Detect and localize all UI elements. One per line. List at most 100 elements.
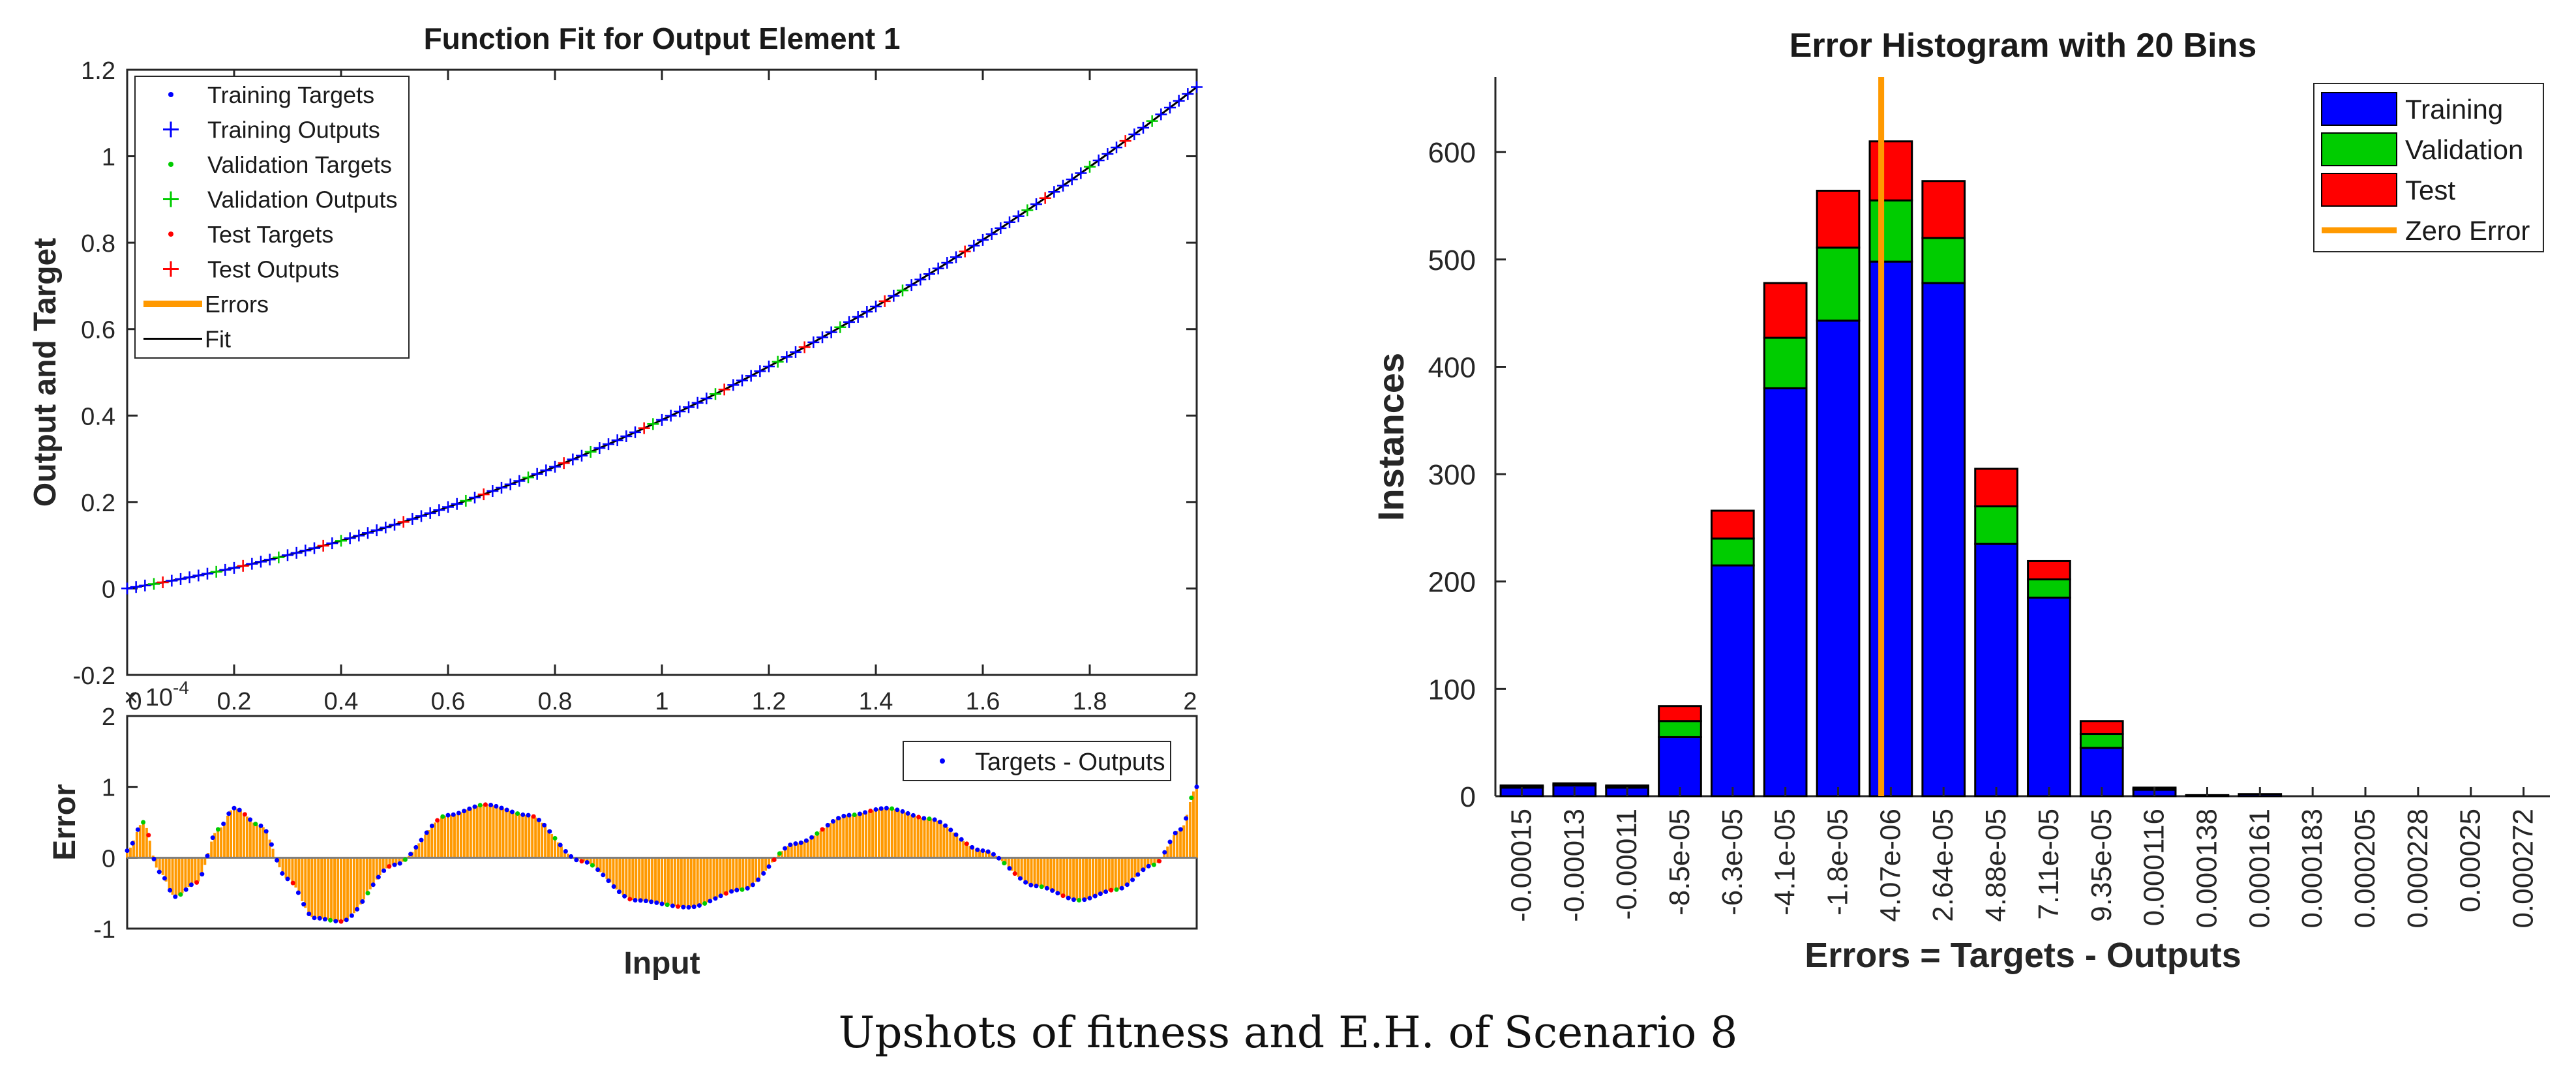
- fit-output-marker: [397, 516, 410, 528]
- histogram-bar: [1499, 784, 1544, 788]
- fit-output-marker: [798, 341, 811, 353]
- error-point: [344, 917, 349, 923]
- fit-output-marker: [834, 321, 846, 333]
- fit-x-tick-label: 1.8: [1073, 688, 1107, 715]
- error-point: [322, 917, 327, 922]
- fit-output-marker: [754, 365, 766, 378]
- fit-output-marker: [1092, 154, 1105, 166]
- histogram-y-tick-label: 200: [1428, 567, 1476, 599]
- error-point: [494, 803, 499, 809]
- error-point: [595, 867, 601, 873]
- error-point: [429, 824, 434, 829]
- fit-y-ticks: -0.2 0 0.2 0.4 0.6 0.8 1 1.2: [73, 57, 1197, 690]
- fit-output-marker: [727, 379, 740, 391]
- fit-output-marker: [513, 475, 526, 487]
- fit-output-marker: [263, 554, 276, 566]
- fit-output-marker: [790, 346, 801, 358]
- histogram-bar: [1763, 282, 1808, 339]
- error-point: [1194, 784, 1199, 790]
- error-point: [676, 904, 681, 909]
- fit-output-marker: [691, 396, 704, 409]
- error-point: [616, 889, 622, 895]
- fit-output-marker: [290, 546, 303, 559]
- histogram-x-tick-label: -6.3e-05: [1716, 809, 1748, 916]
- error-point: [606, 878, 611, 884]
- error-point: [542, 822, 547, 828]
- error-point: [408, 852, 413, 857]
- fit-output-marker: [977, 233, 989, 246]
- error-point: [237, 807, 242, 813]
- histogram-bar: [1658, 736, 1702, 798]
- histogram-y-tick-label: 0: [1460, 781, 1476, 813]
- error-point: [477, 803, 483, 808]
- error-point: [696, 903, 702, 908]
- histogram-x-tick-label: -1.8e-05: [1822, 809, 1854, 916]
- error-point: [910, 813, 916, 818]
- error-point: [649, 899, 654, 904]
- error-point: [1050, 888, 1055, 893]
- error-point: [713, 896, 718, 901]
- histogram-x-ticks: -0.00015 -0.00013 -0.00011 -8.5e-05 -6.3e-05…: [1505, 787, 2539, 929]
- histogram-legend-swatch: [2321, 92, 2397, 126]
- fit-output-marker: [781, 351, 793, 363]
- fit-legend-label: Test Outputs: [207, 256, 339, 283]
- error-point: [221, 821, 226, 826]
- fit-output-marker: [985, 228, 998, 240]
- error-point: [1130, 877, 1135, 882]
- fit-output-marker: [878, 295, 891, 307]
- error-point: [761, 871, 766, 876]
- error-point: [349, 913, 354, 918]
- fit-y-tick-label: 0.6: [81, 317, 115, 344]
- fit-output-marker: [825, 326, 837, 338]
- fit-y-tick-label: 1.2: [81, 57, 115, 85]
- fit-output-marker: [603, 438, 614, 451]
- fit-output-marker: [210, 565, 222, 578]
- error-point: [488, 803, 494, 808]
- histogram-x-tick-label: 2.64e-05: [1927, 809, 1959, 922]
- fit-output-marker: [380, 521, 392, 533]
- error-point: [526, 813, 531, 818]
- fit-output-marker: [442, 501, 454, 513]
- error-point: [783, 846, 788, 851]
- error-point: [659, 901, 665, 906]
- error-point: [456, 811, 461, 816]
- histogram-x-tick-label: 0.000138: [2191, 809, 2223, 929]
- fit-legend-label: Fit: [205, 326, 231, 353]
- fit-output-marker: [1191, 81, 1203, 93]
- error-point: [141, 820, 146, 825]
- error-point: [285, 876, 290, 882]
- fit-y-tick-label: 0.8: [81, 230, 115, 258]
- error-point: [312, 916, 317, 921]
- fit-y-tick-label: -0.2: [73, 663, 115, 690]
- fit-x-tick-label: 0.6: [431, 688, 466, 715]
- histogram-bar: [2027, 578, 2071, 599]
- fit-output-marker: [683, 401, 695, 413]
- fit-output-marker: [228, 561, 240, 574]
- error-point: [766, 864, 771, 869]
- histogram-bar: [1816, 190, 1861, 249]
- error-point: [1109, 888, 1114, 893]
- fit-output-marker: [1021, 204, 1034, 216]
- fit-legend-marker: [168, 92, 173, 97]
- error-point: [355, 906, 360, 912]
- error-point: [178, 892, 183, 897]
- error-point: [1082, 897, 1087, 903]
- fit-output-marker: [897, 284, 908, 297]
- error-point: [445, 813, 451, 818]
- error-point: [638, 898, 643, 903]
- error-point: [365, 891, 370, 896]
- error-point: [574, 858, 579, 863]
- error-point: [740, 887, 745, 892]
- error-point: [873, 807, 878, 812]
- error-point: [718, 893, 723, 899]
- error-point: [472, 804, 477, 809]
- fit-output-marker: [1075, 167, 1087, 179]
- error-point: [980, 848, 985, 853]
- fit-output-marker: [1173, 95, 1185, 107]
- error-point: [1173, 831, 1178, 836]
- fit-output-marker: [460, 494, 472, 507]
- error-point: [959, 837, 964, 842]
- error-point: [756, 877, 761, 882]
- error-point: [1087, 895, 1092, 901]
- fit-output-marker: [950, 251, 962, 263]
